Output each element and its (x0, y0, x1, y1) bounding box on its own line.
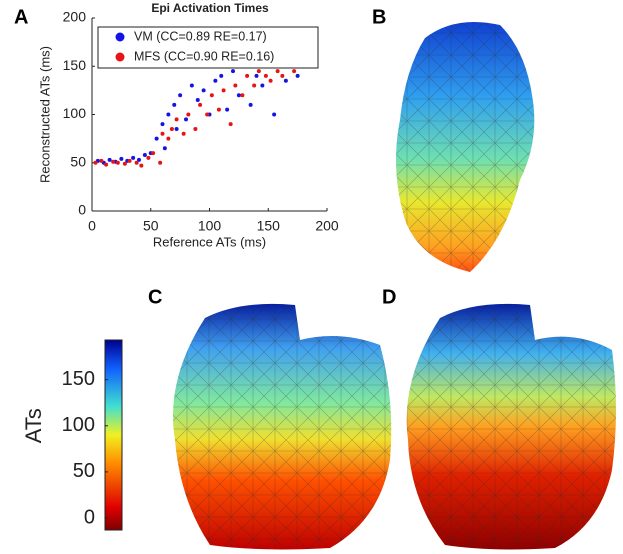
scatter-point (142, 153, 147, 158)
scatter-point (154, 136, 159, 141)
scatter-point (189, 83, 194, 88)
x-axis-label: Reference ATs (ms) (153, 234, 266, 249)
heart-c (173, 303, 392, 550)
scatter-point (169, 126, 174, 131)
scatter-point (231, 69, 235, 74)
scatter-point (272, 112, 277, 117)
scatter-point (93, 160, 98, 165)
colorbar-tick-label: 0 (84, 506, 95, 528)
legend-marker (115, 52, 125, 62)
scatter-point (122, 161, 127, 166)
scatter-point (186, 112, 191, 117)
scatter-point (216, 107, 221, 112)
x-tick-label: 150 (257, 218, 281, 234)
panel-label: A (14, 6, 28, 28)
scatter-point (209, 93, 214, 98)
scatter-point (166, 112, 171, 117)
x-tick-label: 50 (143, 218, 159, 234)
scatter-point (225, 107, 230, 112)
scatter-point (162, 146, 167, 151)
scatter-point (104, 162, 109, 167)
scatter-point (158, 160, 163, 165)
scatter-point (193, 126, 198, 131)
colorbar-label: ATs (21, 408, 46, 443)
legend-box (97, 26, 319, 69)
colorbar (104, 339, 123, 531)
chart-title: Epi Activation Times (151, 1, 269, 15)
scatter-point (131, 155, 136, 160)
scatter-point (268, 78, 273, 83)
scatter-point (221, 88, 226, 93)
scatter-point (292, 69, 297, 74)
x-tick-label: 0 (88, 218, 96, 234)
scatter-point (280, 73, 285, 78)
panel-label: B (372, 6, 386, 28)
scatter-point (174, 117, 179, 122)
scatter-point (160, 122, 165, 127)
scatter-point (172, 102, 177, 107)
y-axis-label: Reconstructed ATs (ms) (37, 46, 52, 183)
scatter-point (201, 88, 206, 93)
panel-label: C (148, 286, 162, 308)
y-tick-label: 50 (70, 153, 86, 169)
scatter-point (256, 69, 261, 74)
scatter-point (205, 112, 210, 117)
x-tick-label: 100 (198, 218, 222, 234)
x-tick-label: 200 (315, 218, 339, 234)
heart-d (406, 303, 616, 550)
scatter-point (166, 136, 171, 141)
colorbar-tick-label: 100 (62, 414, 95, 436)
scatter-point (119, 156, 124, 161)
scatter-point (260, 83, 265, 88)
scatter-point (254, 73, 259, 78)
scatter-point (181, 131, 186, 136)
scatter-point (263, 73, 268, 78)
scatter-point (99, 158, 104, 163)
scatter-point (213, 78, 218, 83)
scatter-point (195, 98, 200, 103)
scatter-point (252, 83, 257, 88)
scatter-point (184, 117, 188, 122)
y-tick-label: 0 (78, 202, 86, 218)
panel-label: D (382, 286, 396, 308)
scatter-point (107, 157, 112, 162)
heart-b (396, 21, 535, 273)
scatter-point (139, 163, 144, 168)
scatter-point (146, 155, 151, 160)
scatter-point (295, 73, 300, 78)
scatter-point (219, 73, 224, 78)
scatter-point (160, 131, 165, 136)
scatter-point (275, 69, 280, 74)
scatter-point (240, 93, 245, 98)
scatter-point (111, 159, 116, 164)
scatter-point (127, 158, 132, 163)
legend-marker (115, 32, 125, 42)
y-tick-label: 100 (63, 105, 87, 121)
y-tick-label: 200 (63, 9, 87, 25)
legend-label: VM (CC=0.89 RE=0.17) (134, 29, 267, 43)
scatter-point (115, 160, 120, 165)
scatter-point (236, 93, 241, 98)
scatter-point (245, 73, 250, 78)
scatter-point (137, 157, 141, 162)
scatter-point (174, 126, 179, 131)
colorbar-tick-label: 150 (62, 368, 95, 390)
y-tick-label: 150 (63, 57, 87, 73)
legend-label: MFS (CC=0.90 RE=0.16) (134, 49, 274, 63)
scatter-point (198, 102, 203, 107)
scatter-point (228, 122, 233, 127)
scatter-point (134, 160, 139, 165)
scatter-point (178, 93, 183, 98)
scatter-point (283, 78, 288, 83)
scatter-point (233, 83, 238, 88)
colorbar-tick-label: 50 (73, 460, 95, 482)
scatter-point (151, 151, 156, 156)
scatter-point (248, 102, 253, 107)
